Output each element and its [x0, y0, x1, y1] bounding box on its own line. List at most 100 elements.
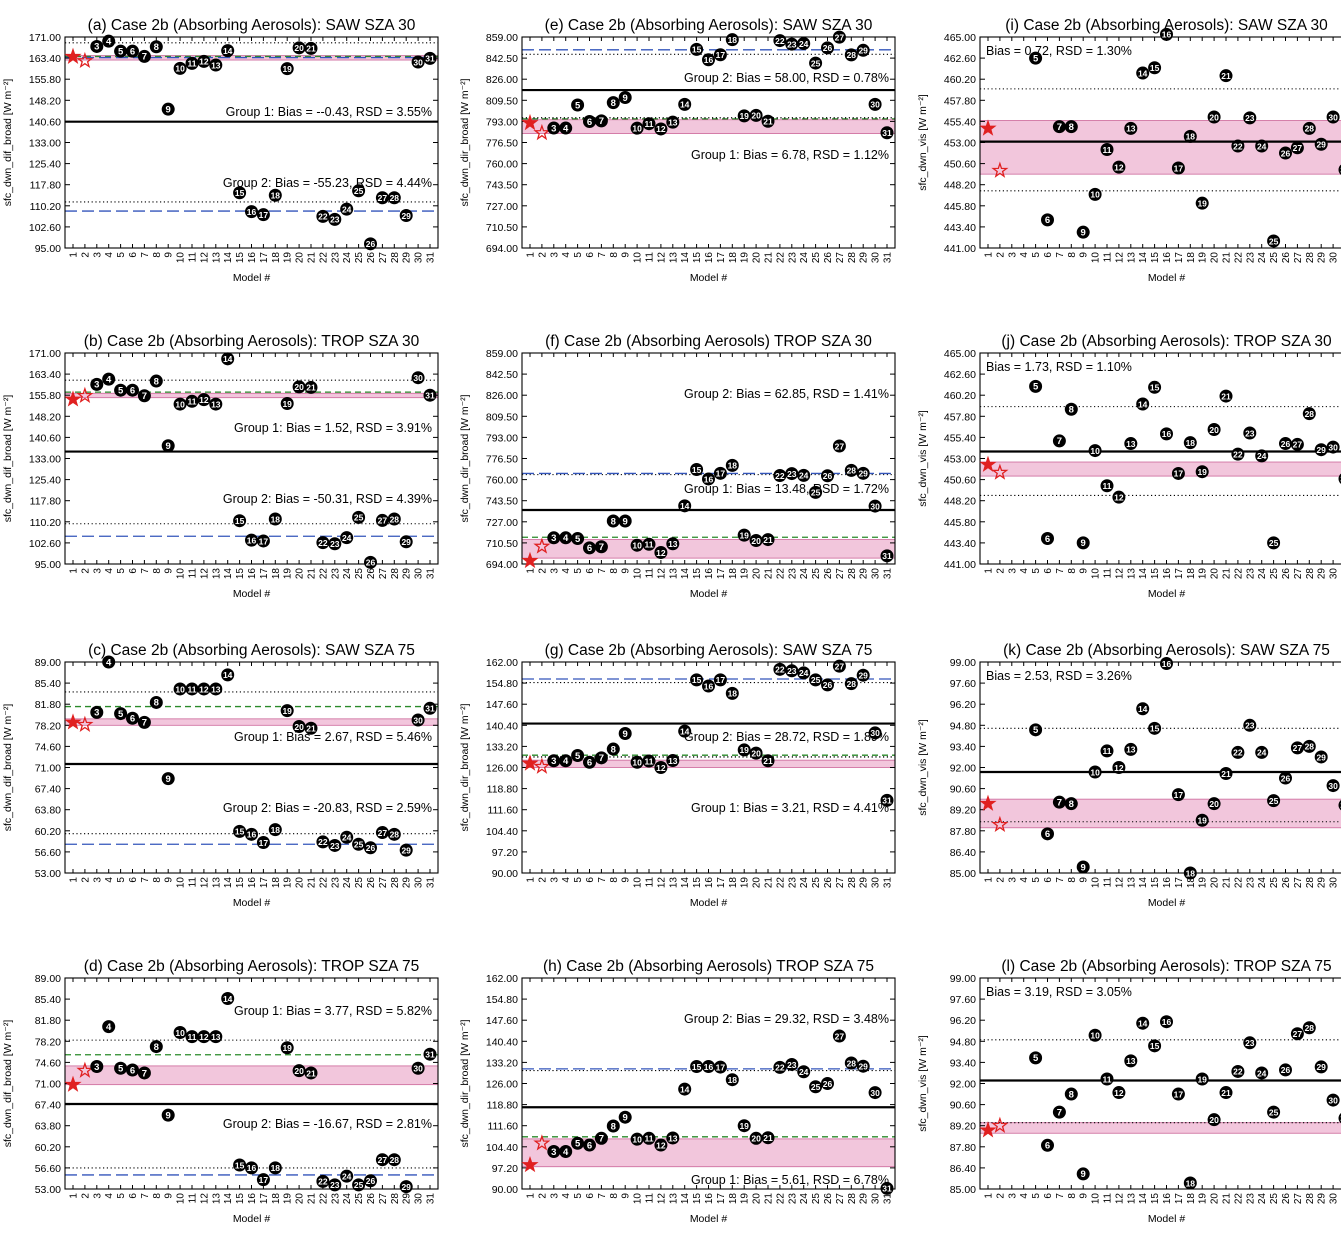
- model-marker-dot: [1314, 750, 1328, 764]
- x-tick-label: 31: [426, 568, 437, 580]
- x-tick-label: 17: [1174, 568, 1185, 580]
- x-tick-label: 25: [1269, 877, 1280, 889]
- model-marker-dot: [292, 719, 306, 733]
- model-marker-dot: [340, 830, 354, 844]
- y-tick-label: 67.40: [35, 1100, 61, 1112]
- x-tick-label: 28: [390, 1193, 401, 1205]
- x-tick-label: 15: [692, 252, 703, 264]
- model-marker-label: 15: [692, 675, 702, 685]
- model-marker: 28: [387, 827, 401, 841]
- model-marker-label: 25: [1269, 796, 1279, 806]
- x-tick-label: 23: [787, 568, 798, 580]
- y-tick-label: 445.80: [944, 201, 976, 213]
- model-marker: 3: [547, 754, 561, 768]
- model-marker-label: 22: [318, 1177, 328, 1187]
- model-marker-dot: [387, 512, 401, 526]
- x-tick-label: 23: [787, 877, 798, 889]
- model-marker-label: 5: [1033, 725, 1039, 736]
- model-marker-dot: [844, 1056, 858, 1070]
- model-marker-dot: [1171, 466, 1185, 480]
- model-marker-dot: [149, 374, 163, 388]
- y-tick-label: 148.20: [29, 95, 61, 107]
- model-marker-dot: [773, 1060, 787, 1074]
- model-marker-label: 3: [94, 42, 99, 53]
- model-marker-label: 5: [575, 534, 581, 545]
- y-tick-label: 441.00: [944, 559, 976, 571]
- x-tick-label: 22: [1233, 568, 1244, 580]
- model-marker: 26: [364, 841, 377, 855]
- model-marker-label: 28: [1305, 742, 1315, 752]
- x-tick-label: 26: [1281, 568, 1292, 580]
- model-marker: 5: [1029, 1051, 1043, 1065]
- model-marker-label: 20: [1209, 425, 1219, 435]
- x-tick-label: 30: [414, 568, 425, 580]
- x-tick-label: 14: [223, 877, 234, 889]
- model-marker: 26: [364, 237, 377, 251]
- model-marker: 25: [352, 1178, 366, 1192]
- model-marker-label: 7: [1057, 1107, 1062, 1118]
- model-marker: 26: [364, 1174, 377, 1188]
- x-tick-label: 5: [116, 1193, 127, 1199]
- x-tick-label: 27: [1293, 1193, 1304, 1205]
- y-tick-label: 96.20: [950, 1015, 976, 1027]
- model-marker: 6: [583, 755, 596, 769]
- model-marker-label: 4: [106, 36, 112, 47]
- y-tick-label: 74.60: [35, 1057, 61, 1069]
- model-marker-label: 8: [154, 1042, 159, 1053]
- x-tick-label: 13: [211, 877, 222, 889]
- reference-star-2: [533, 1134, 551, 1151]
- x-tick-label: 18: [728, 568, 739, 580]
- model-marker: 19: [737, 109, 751, 123]
- x-tick-label: 9: [1079, 877, 1090, 883]
- model-marker: 11: [1100, 143, 1114, 157]
- y-tick-label: 441.00: [944, 243, 976, 255]
- model-marker-dot: [856, 1059, 870, 1073]
- model-marker: 30: [411, 55, 425, 69]
- model-marker-label: 11: [645, 1134, 654, 1144]
- x-tick-label: 29: [402, 1193, 413, 1205]
- model-marker: 30: [411, 371, 425, 385]
- model-marker-dot: [1195, 813, 1209, 827]
- y-tick-label: 89.00: [35, 657, 61, 669]
- model-marker: 29: [399, 843, 413, 857]
- model-marker: 25: [1267, 1105, 1281, 1119]
- model-marker-label: 3: [94, 1062, 99, 1073]
- model-marker: 19: [280, 1041, 294, 1055]
- model-marker-label: 16: [247, 1163, 257, 1173]
- model-marker: 31: [880, 793, 894, 807]
- model-marker-label: 17: [259, 210, 269, 220]
- model-marker-dot: [352, 184, 366, 198]
- model-marker-label: 9: [1081, 538, 1086, 549]
- x-tick-label: 7: [140, 568, 151, 574]
- model-marker: 26: [821, 469, 834, 483]
- group2-stats-label: Group 2: Bias = -16.67, RSD = 2.81%: [223, 1117, 432, 1131]
- x-tick-label: 28: [1305, 1193, 1316, 1205]
- x-tick-label: 22: [318, 568, 329, 580]
- model-marker-label: 23: [787, 469, 797, 479]
- model-marker-label: 19: [282, 64, 292, 74]
- model-marker-label: 9: [166, 104, 171, 115]
- model-marker-label: 20: [751, 1134, 761, 1144]
- model-marker-label: 24: [1257, 451, 1267, 461]
- x-tick-label: 30: [1329, 1193, 1340, 1205]
- model-marker-label: 8: [611, 98, 616, 109]
- reference-star-1: [521, 551, 539, 569]
- x-tick-label: 1: [69, 877, 80, 883]
- x-tick-label: 13: [211, 252, 222, 264]
- model-marker-dot: [292, 380, 306, 394]
- y-tick-label: 125.40: [29, 159, 61, 171]
- model-marker-dot: [328, 838, 342, 852]
- model-marker-label: 20: [1209, 799, 1219, 809]
- reference-band: [980, 120, 1341, 175]
- model-marker-dot: [785, 1057, 799, 1071]
- model-marker-dot: [1112, 761, 1126, 774]
- x-tick-label: 9: [164, 1193, 175, 1199]
- model-marker: 20: [749, 108, 763, 122]
- model-marker-label: 25: [354, 186, 364, 196]
- x-tick-label: 22: [775, 1193, 786, 1205]
- model-marker-label: 16: [704, 55, 714, 65]
- model-marker-dot: [678, 499, 692, 513]
- model-marker: 5: [114, 383, 128, 397]
- model-marker-label: 29: [1316, 445, 1326, 455]
- model-marker-label: 17: [716, 50, 726, 60]
